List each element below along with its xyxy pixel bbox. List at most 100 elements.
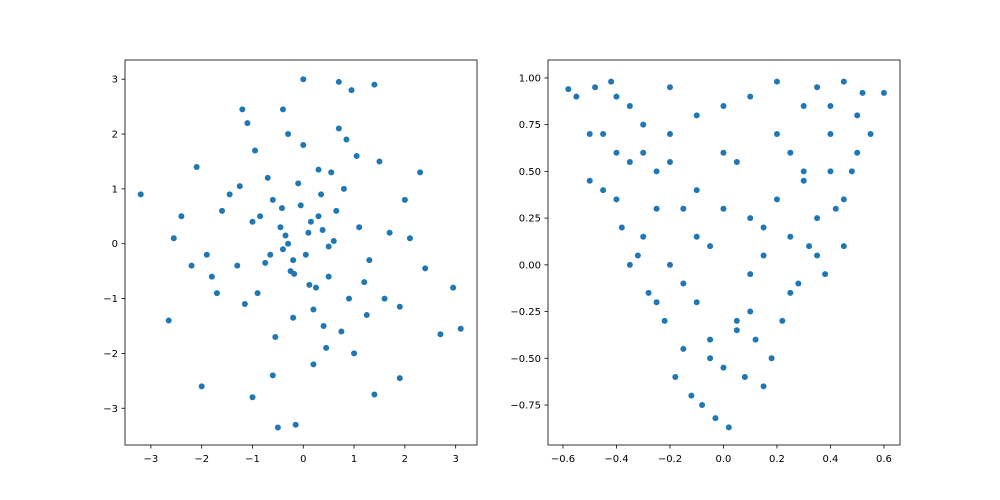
y-tick-label: −0.75 bbox=[510, 401, 541, 412]
point bbox=[600, 187, 607, 194]
point bbox=[312, 284, 319, 291]
x-tick-label: 0.2 bbox=[769, 454, 785, 465]
y-tick-label: −1 bbox=[103, 294, 118, 305]
point bbox=[278, 205, 285, 212]
point bbox=[249, 218, 256, 225]
point bbox=[361, 279, 368, 286]
point bbox=[343, 136, 350, 143]
point bbox=[707, 355, 714, 362]
point bbox=[640, 121, 647, 128]
point bbox=[376, 158, 383, 165]
point bbox=[800, 168, 807, 175]
point bbox=[272, 333, 279, 340]
point bbox=[241, 301, 248, 308]
point bbox=[307, 218, 314, 225]
point bbox=[254, 290, 261, 297]
point bbox=[712, 415, 719, 422]
point bbox=[814, 84, 821, 91]
point bbox=[747, 308, 754, 315]
point bbox=[219, 207, 226, 214]
point bbox=[193, 163, 200, 170]
point bbox=[773, 196, 780, 203]
point bbox=[653, 205, 660, 212]
point bbox=[257, 213, 264, 220]
point bbox=[188, 262, 195, 269]
point bbox=[733, 159, 740, 166]
x-tick-label: 2 bbox=[402, 454, 408, 465]
point bbox=[634, 252, 641, 259]
x-tick-label: 0 bbox=[300, 454, 306, 465]
point bbox=[720, 149, 727, 156]
y-tick-label: 0.50 bbox=[519, 167, 541, 178]
point bbox=[302, 251, 309, 258]
point bbox=[269, 196, 276, 203]
point bbox=[848, 168, 855, 175]
point bbox=[330, 237, 337, 244]
point bbox=[356, 224, 363, 231]
point bbox=[325, 243, 332, 250]
point bbox=[328, 169, 335, 176]
point bbox=[600, 131, 607, 138]
point bbox=[680, 205, 687, 212]
point bbox=[282, 232, 289, 239]
point bbox=[457, 325, 464, 332]
y-tick-label: 0.00 bbox=[519, 260, 541, 271]
point bbox=[666, 84, 673, 91]
point bbox=[613, 93, 620, 100]
point bbox=[640, 233, 647, 240]
point bbox=[773, 131, 780, 138]
point bbox=[348, 87, 355, 94]
point bbox=[249, 394, 256, 401]
point bbox=[760, 252, 767, 259]
point bbox=[832, 205, 839, 212]
point bbox=[693, 233, 700, 240]
y-tick-label: 2 bbox=[112, 130, 118, 141]
point bbox=[279, 246, 286, 253]
point bbox=[335, 125, 342, 132]
point bbox=[351, 350, 358, 357]
point bbox=[747, 215, 754, 222]
point bbox=[565, 86, 572, 93]
point bbox=[203, 251, 210, 258]
y-tick-label: 0.75 bbox=[519, 120, 541, 131]
point bbox=[693, 187, 700, 194]
point bbox=[613, 196, 620, 203]
point bbox=[827, 168, 834, 175]
point bbox=[291, 270, 298, 277]
point bbox=[264, 174, 271, 181]
point bbox=[170, 235, 177, 242]
x-tick-label: 3 bbox=[452, 454, 458, 465]
y-tick-label: −0.50 bbox=[510, 354, 541, 365]
y-tick-label: 1 bbox=[112, 184, 118, 195]
x-tick-label: −0.4 bbox=[604, 454, 628, 465]
point bbox=[269, 372, 276, 379]
point bbox=[720, 205, 727, 212]
point bbox=[840, 196, 847, 203]
x-tick-label: 0.4 bbox=[823, 454, 839, 465]
point bbox=[262, 259, 269, 266]
point bbox=[653, 168, 660, 175]
point bbox=[666, 159, 673, 166]
point bbox=[586, 177, 593, 184]
point bbox=[661, 317, 668, 324]
point bbox=[787, 149, 794, 156]
point bbox=[787, 233, 794, 240]
point bbox=[366, 257, 373, 264]
point bbox=[680, 345, 687, 352]
point bbox=[315, 166, 322, 173]
point bbox=[213, 290, 220, 297]
point bbox=[806, 243, 813, 250]
x-tick-label: −2 bbox=[194, 454, 209, 465]
point bbox=[450, 284, 457, 291]
y-tick-label: 0.25 bbox=[519, 214, 541, 225]
y-tick-label: −0.25 bbox=[510, 307, 541, 318]
point bbox=[300, 76, 307, 83]
point bbox=[613, 149, 620, 156]
point bbox=[285, 131, 292, 138]
point bbox=[236, 183, 243, 190]
point bbox=[318, 191, 325, 198]
point bbox=[741, 373, 748, 380]
point bbox=[323, 344, 330, 351]
point bbox=[335, 78, 342, 85]
point bbox=[310, 361, 317, 368]
